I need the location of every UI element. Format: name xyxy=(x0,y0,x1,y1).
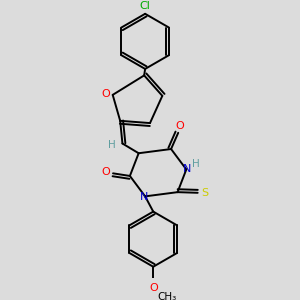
Text: O: O xyxy=(101,167,110,177)
Text: O: O xyxy=(101,89,110,99)
Text: N: N xyxy=(183,164,191,174)
Text: CH₃: CH₃ xyxy=(157,292,176,300)
Text: O: O xyxy=(176,121,184,131)
Text: H: H xyxy=(108,140,116,150)
Text: O: O xyxy=(149,284,158,293)
Text: Cl: Cl xyxy=(140,1,151,11)
Text: S: S xyxy=(201,188,208,198)
Text: H: H xyxy=(191,159,199,169)
Text: N: N xyxy=(140,192,149,202)
